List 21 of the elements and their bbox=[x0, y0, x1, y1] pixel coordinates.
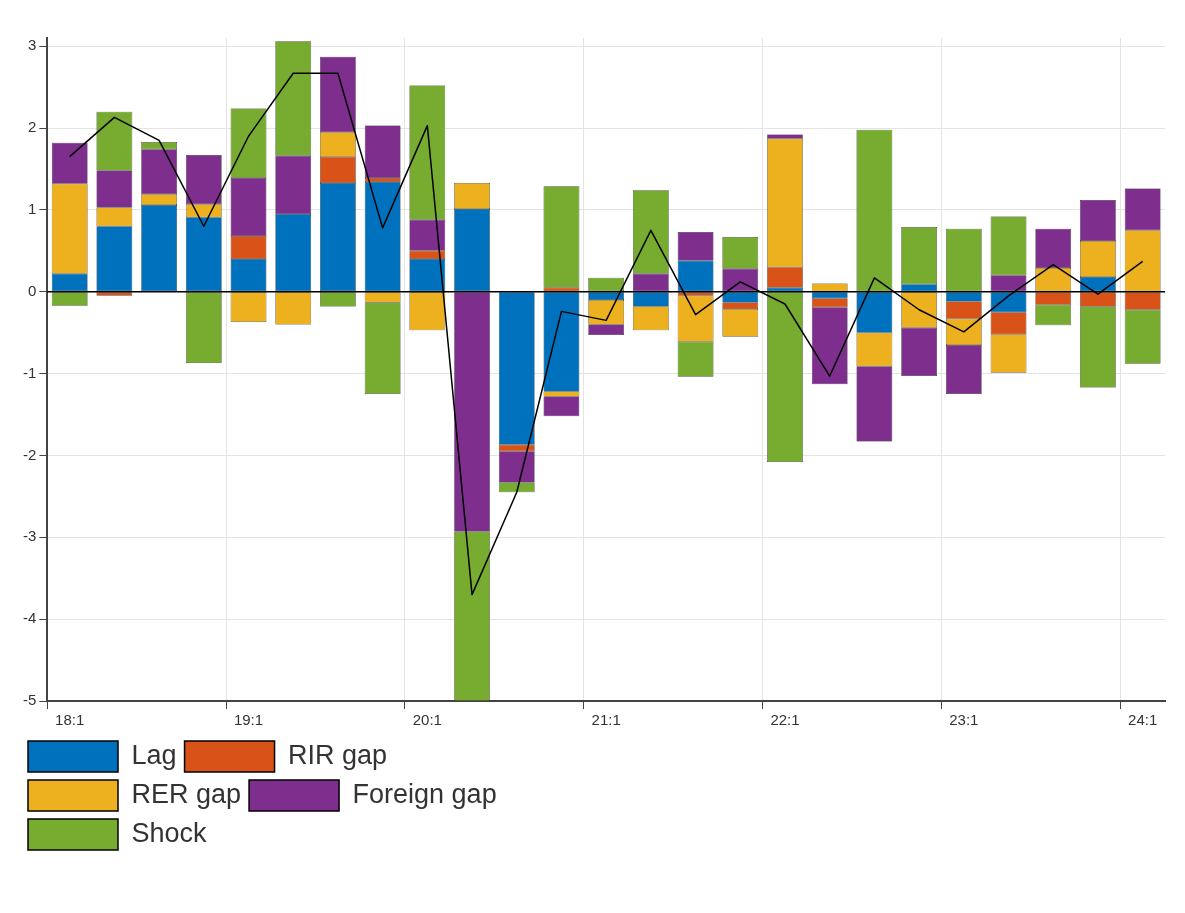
y-tick-label: 2 bbox=[27, 118, 37, 136]
x-tick-label: 18:1 bbox=[55, 711, 85, 729]
legend-label: Foreign gap bbox=[352, 778, 497, 809]
y-tick-label: -5 bbox=[22, 691, 37, 709]
x-tick-label: 20:1 bbox=[412, 711, 442, 729]
y-tick-label: -2 bbox=[22, 445, 37, 463]
legend-label: RIR gap bbox=[288, 739, 388, 770]
legend-label: Lag bbox=[131, 739, 177, 770]
legend-label: Shock bbox=[131, 817, 208, 848]
x-tick-label: 19:1 bbox=[233, 711, 264, 729]
y-tick-label: 0 bbox=[27, 281, 37, 299]
legend-label: RER gap bbox=[131, 778, 242, 809]
x-tick-label: 21:1 bbox=[591, 711, 621, 729]
y-tick-label: -1 bbox=[22, 363, 37, 381]
y-tick-label: -4 bbox=[22, 609, 37, 627]
x-tick-label: 24:1 bbox=[1128, 711, 1158, 729]
y-tick-label: 3 bbox=[27, 36, 37, 54]
x-tick-label: 22:1 bbox=[770, 711, 800, 729]
y-tick-label: 1 bbox=[27, 200, 37, 218]
y-tick-label: -3 bbox=[22, 527, 37, 545]
x-tick-label: 23:1 bbox=[949, 711, 979, 729]
